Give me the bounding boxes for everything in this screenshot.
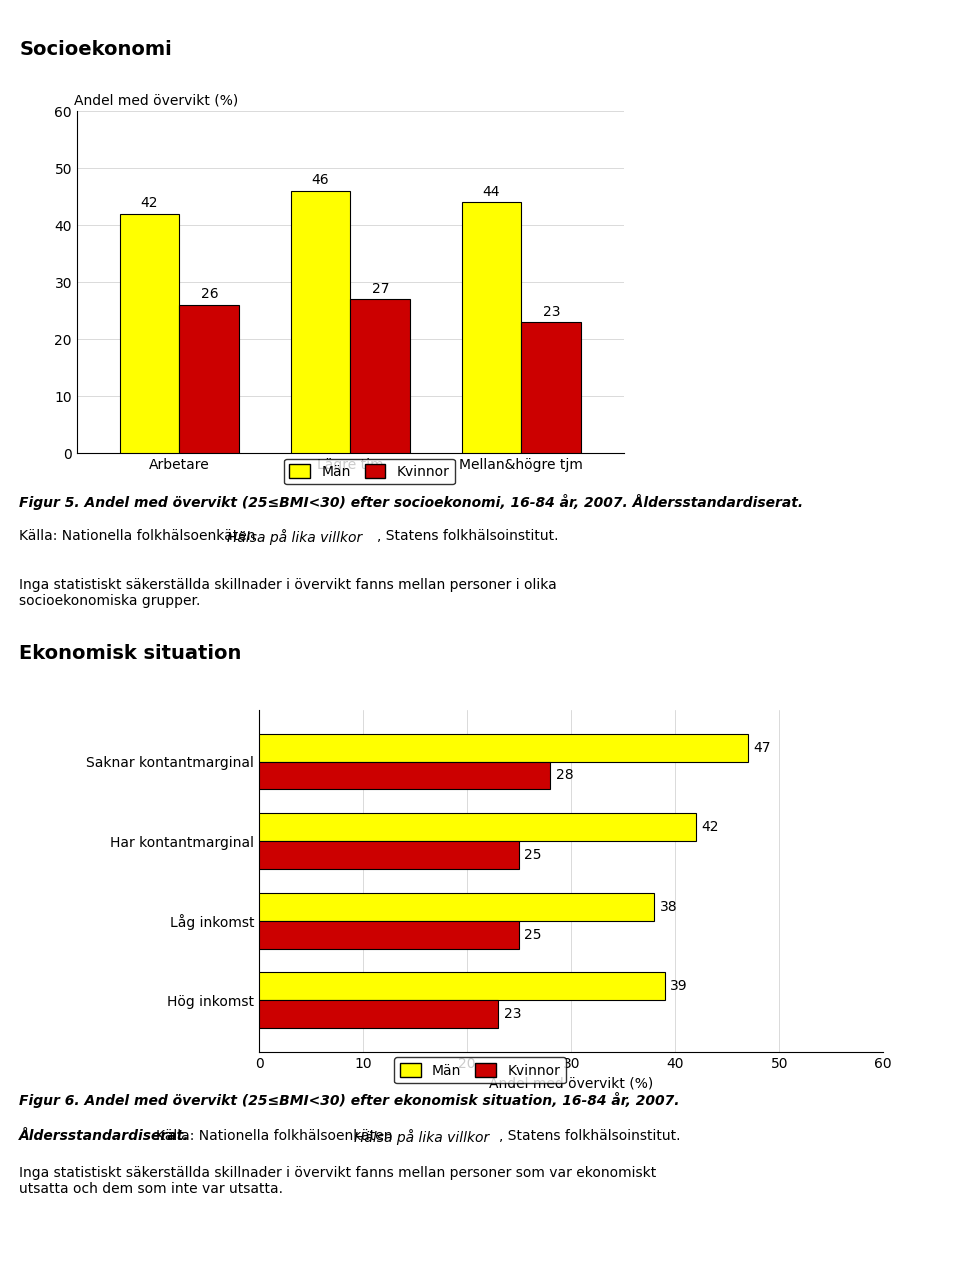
Text: Figur 6. Andel med övervikt (25≤BMI<30) efter ekonomisk situation, 16-84 år, 200: Figur 6. Andel med övervikt (25≤BMI<30) …	[19, 1092, 680, 1109]
Text: 46: 46	[312, 173, 329, 187]
Text: Åldersstandardiserat.: Åldersstandardiserat.	[19, 1129, 190, 1143]
Text: , Statens folkhälsoinstitut.: , Statens folkhälsoinstitut.	[376, 530, 559, 544]
Text: Hälsa på lika villkor: Hälsa på lika villkor	[227, 530, 362, 545]
Text: 23: 23	[504, 1007, 521, 1021]
Text: 25: 25	[524, 848, 541, 862]
Bar	[259, 892, 655, 920]
Text: Inga statistiskt säkerställda skillnader i övervikt fanns mellan personer i olik: Inga statistiskt säkerställda skillnader…	[19, 578, 557, 608]
Bar	[259, 1001, 498, 1029]
Text: 39: 39	[670, 979, 687, 993]
Bar	[259, 973, 665, 1001]
Bar	[120, 214, 180, 453]
Text: Figur 5. Andel med övervikt (25≤BMI<30) efter socioekonomi, 16-84 år, 2007. Ålde: Figur 5. Andel med övervikt (25≤BMI<30) …	[19, 494, 804, 509]
Text: 23: 23	[542, 304, 560, 318]
Text: 28: 28	[556, 769, 573, 783]
Bar	[259, 733, 748, 761]
Text: , Statens folkhälsoinstitut.: , Statens folkhälsoinstitut.	[499, 1129, 681, 1143]
Bar	[350, 299, 410, 453]
Text: Källa: Nationella folkhälsoenkäten: Källa: Nationella folkhälsoenkäten	[19, 530, 260, 544]
Legend: Män, Kvinnor: Män, Kvinnor	[395, 1058, 565, 1083]
Bar	[259, 761, 550, 789]
X-axis label: Andel med övervikt (%): Andel med övervikt (%)	[489, 1077, 654, 1091]
Text: 42: 42	[141, 196, 158, 210]
Text: 27: 27	[372, 281, 389, 295]
Bar	[462, 202, 521, 453]
Text: Källa: Nationella folkhälsoenkäten: Källa: Nationella folkhälsoenkäten	[156, 1129, 396, 1143]
Text: Andel med övervikt (%): Andel med övervikt (%)	[75, 93, 239, 107]
Bar	[259, 841, 519, 869]
Text: 42: 42	[701, 820, 719, 834]
Bar	[259, 920, 519, 948]
Text: 38: 38	[660, 900, 677, 914]
Text: 26: 26	[201, 288, 218, 302]
Bar	[259, 813, 696, 841]
Text: 47: 47	[754, 741, 771, 755]
Bar	[180, 306, 239, 453]
Bar	[291, 191, 350, 453]
Text: 44: 44	[483, 185, 500, 199]
Text: 25: 25	[524, 928, 541, 942]
Bar	[521, 322, 581, 453]
Text: Ekonomisk situation: Ekonomisk situation	[19, 644, 242, 663]
Legend: Män, Kvinnor: Män, Kvinnor	[284, 458, 455, 485]
Text: Inga statistiskt säkerställda skillnader i övervikt fanns mellan personer som va: Inga statistiskt säkerställda skillnader…	[19, 1166, 657, 1197]
Text: Socioekonomi: Socioekonomi	[19, 41, 172, 60]
Text: Hälsa på lika villkor: Hälsa på lika villkor	[353, 1129, 489, 1144]
